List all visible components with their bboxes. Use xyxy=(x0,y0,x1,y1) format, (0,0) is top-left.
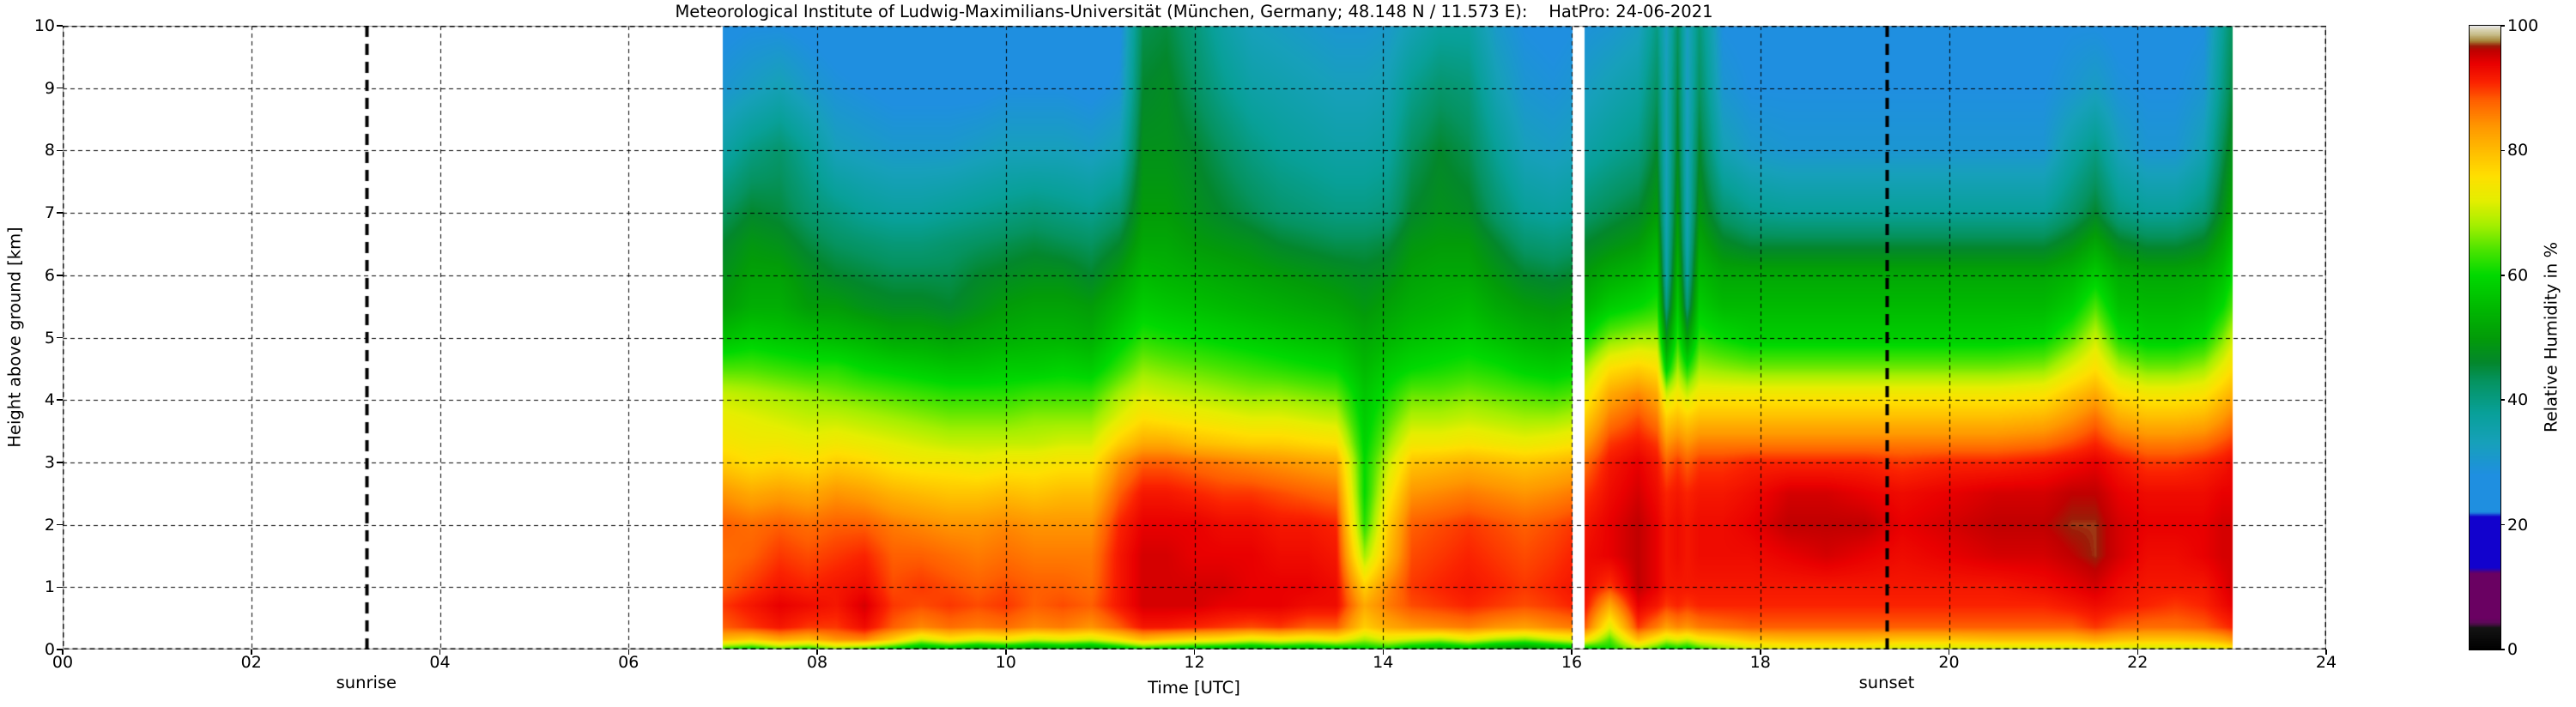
y-tick-mark xyxy=(57,462,63,463)
y-tick-label: 0 xyxy=(44,640,55,659)
colorbar-tick-mark xyxy=(2500,149,2505,152)
y-tick-mark xyxy=(57,399,63,401)
y-tick-label: 4 xyxy=(44,390,55,410)
y-tick-label: 6 xyxy=(44,265,55,285)
y-tick-label: 1 xyxy=(44,577,55,597)
x-tick-label: 22 xyxy=(2127,653,2149,672)
colorbar-tick-mark xyxy=(2500,649,2505,650)
x-tick-label: 16 xyxy=(1561,653,1583,672)
x-tick-label: 02 xyxy=(240,653,262,672)
y-tick-label: 3 xyxy=(44,452,55,472)
y-tick-label: 10 xyxy=(33,16,55,35)
x-tick-label: 18 xyxy=(1749,653,1771,672)
y-tick-mark xyxy=(57,25,63,27)
colorbar-tick-label: 100 xyxy=(2507,16,2539,35)
colorbar-tick-mark xyxy=(2500,275,2505,276)
colorbar-tick-mark xyxy=(2500,25,2505,27)
y-tick-mark xyxy=(57,149,63,152)
x-tick-mark xyxy=(1948,650,1950,655)
colorbar-tick-label: 60 xyxy=(2507,265,2529,285)
y-tick-mark xyxy=(57,586,63,589)
y-tick-mark xyxy=(57,275,63,276)
x-tick-mark xyxy=(62,650,64,655)
x-tick-label: 00 xyxy=(52,653,74,672)
y-tick-label: 8 xyxy=(44,141,55,160)
x-tick-mark xyxy=(2137,650,2138,655)
x-tick-label: 06 xyxy=(618,653,639,672)
y-tick-mark xyxy=(57,87,63,89)
colorbar-tick-label: 40 xyxy=(2507,390,2529,410)
y-tick-label: 9 xyxy=(44,78,55,98)
y-tick-mark xyxy=(57,649,63,650)
plot-title: Meteorological Institute of Ludwig-Maxim… xyxy=(675,2,1713,21)
x-tick-mark xyxy=(2325,650,2327,655)
y-tick-label: 2 xyxy=(44,515,55,535)
colorbar xyxy=(2469,25,2501,650)
x-tick-mark xyxy=(1760,650,1761,655)
x-tick-label: 12 xyxy=(1184,653,1205,672)
x-tick-mark xyxy=(251,650,252,655)
sunrise-label: sunrise xyxy=(336,673,397,692)
y-tick-mark xyxy=(57,336,63,339)
colorbar-label: Relative Humidity in % xyxy=(2541,242,2561,432)
x-tick-label: 20 xyxy=(1938,653,1960,672)
humidity-heatmap xyxy=(63,26,2326,650)
x-tick-label: 24 xyxy=(2315,653,2337,672)
colorbar-tick-mark xyxy=(2500,399,2505,401)
x-tick-label: 04 xyxy=(429,653,451,672)
x-axis-label: Time [UTC] xyxy=(1148,678,1240,698)
y-tick-label: 7 xyxy=(44,203,55,223)
x-tick-mark xyxy=(1571,650,1573,655)
colorbar-tick-mark xyxy=(2500,523,2505,526)
x-tick-mark xyxy=(439,650,441,655)
y-tick-label: 5 xyxy=(44,328,55,347)
y-tick-mark xyxy=(57,523,63,526)
x-tick-label: 08 xyxy=(806,653,828,672)
x-tick-mark xyxy=(1005,650,1007,655)
colorbar-tick-label: 80 xyxy=(2507,141,2529,160)
x-tick-label: 10 xyxy=(995,653,1016,672)
x-tick-mark xyxy=(1382,650,1384,655)
x-tick-mark xyxy=(1193,650,1196,655)
sunset-label: sunset xyxy=(1858,673,1915,692)
x-tick-mark xyxy=(627,650,629,655)
colorbar-tick-label: 0 xyxy=(2507,640,2518,659)
x-tick-label: 14 xyxy=(1373,653,1394,672)
y-tick-mark xyxy=(57,212,63,214)
colorbar-tick-label: 20 xyxy=(2507,515,2529,535)
x-tick-mark xyxy=(816,650,818,655)
